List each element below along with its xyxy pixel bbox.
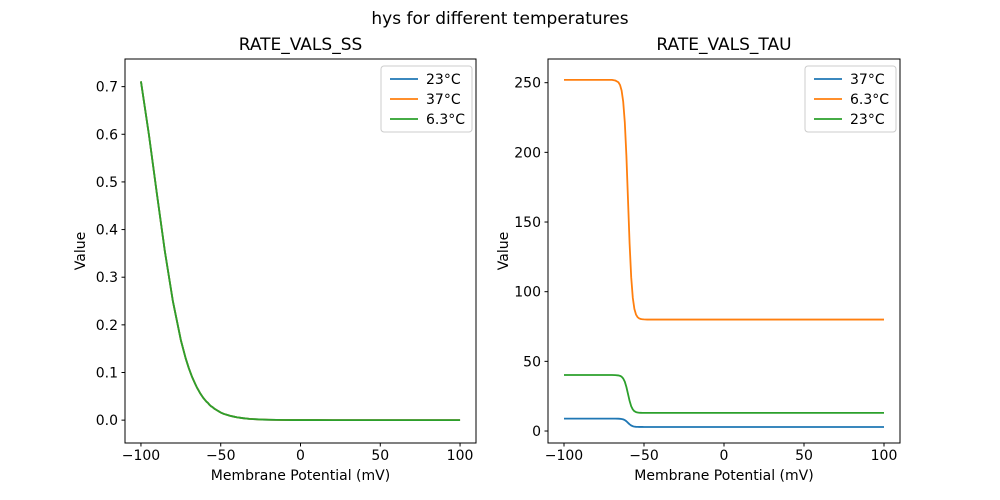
legend-box	[804, 65, 897, 133]
x-tick-label: 100	[447, 448, 474, 464]
x-tick-label: −100	[545, 448, 583, 464]
x-tick-label: −50	[629, 448, 659, 464]
legend-label: 23°C	[426, 72, 461, 88]
y-tick-label: 150	[514, 215, 541, 231]
subplot-title: RATE_VALS_SS	[239, 35, 363, 55]
legend-label: 37°C	[426, 92, 461, 108]
legend-label: 6.3°C	[426, 112, 465, 128]
y-axis-label: Value	[496, 232, 512, 270]
y-tick-label: 100	[514, 285, 541, 301]
x-tick-label: 100	[871, 448, 898, 464]
x-tick-label: 0	[720, 448, 729, 464]
y-tick-label: 250	[514, 76, 541, 92]
y-tick-label: 50	[523, 354, 541, 370]
x-tick-label: 50	[371, 448, 389, 464]
x-axis-label: Membrane Potential (mV)	[634, 468, 813, 484]
y-axis-label: Value	[73, 232, 89, 270]
y-tick-label: 0.7	[96, 80, 118, 96]
series-line-23-c	[564, 374, 884, 414]
y-tick-label: 0.5	[96, 175, 118, 191]
legend-box	[380, 65, 473, 133]
y-tick-label: 0	[532, 424, 541, 440]
y-tick-label: 0.3	[96, 270, 118, 286]
y-tick-label: 0.2	[96, 318, 118, 334]
subplot-title: RATE_VALS_TAU	[656, 35, 791, 55]
series-line-6-3-c	[564, 79, 884, 321]
x-tick-label: −50	[206, 448, 236, 464]
x-axis-label: Membrane Potential (mV)	[211, 468, 390, 484]
y-tick-label: 0.4	[96, 223, 118, 239]
legend: 37°C 6.3°C 23°C	[804, 65, 897, 133]
legend-label: 23°C	[850, 112, 885, 128]
figure-title: hys for different temperatures	[371, 9, 628, 29]
x-tick-label: 50	[795, 448, 813, 464]
subplot-rate-vals-ss: −100 −50 0 50 100 0.0 0.1 0.2 0.3 0.4 0.5 0.6 0.7 Mem…	[73, 35, 477, 484]
legend-label: 6.3°C	[850, 92, 889, 108]
legend: 23°C 37°C 6.3°C	[380, 65, 473, 133]
y-tick-label: 0.0	[96, 413, 118, 429]
subplot-rate-vals-tau: −100 −50 0 50 100 0 50 100 150 200 250 Membrane Pot…	[496, 35, 901, 484]
y-tick-label: 200	[514, 145, 541, 161]
series-line-37-c	[564, 417, 884, 428]
y-tick-label: 0.6	[96, 127, 118, 143]
x-tick-label: 0	[296, 448, 305, 464]
x-tick-label: −100	[122, 448, 160, 464]
y-tick-label: 0.1	[96, 365, 118, 381]
legend-label: 37°C	[850, 72, 885, 88]
series-line-6-3-c	[140, 81, 461, 422]
